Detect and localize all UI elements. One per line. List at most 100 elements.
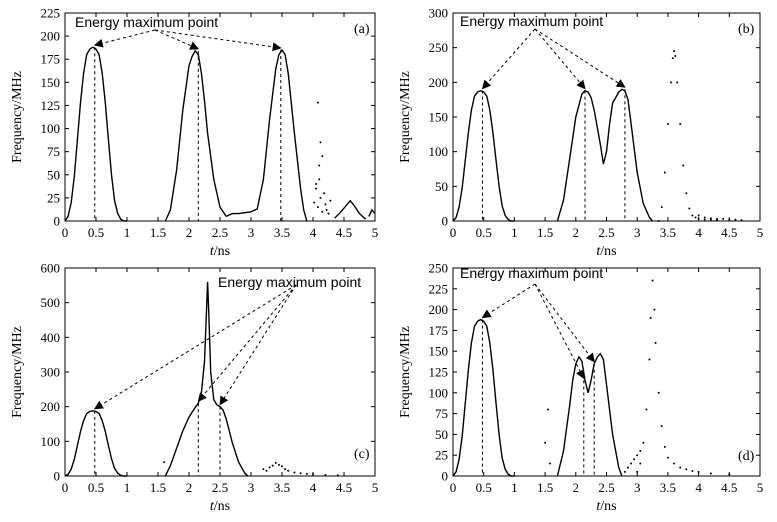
panel-label: (c): [354, 447, 370, 462]
scatter-point: [299, 472, 302, 475]
y-tick-label: 200: [41, 399, 61, 414]
x-tick-label: 1.5: [150, 480, 166, 495]
scatter-point: [636, 470, 639, 473]
y-tick-label: 600: [41, 261, 61, 276]
scatter-point: [305, 472, 308, 475]
energy-max-arrow: [534, 28, 586, 90]
x-tick-label: 2: [186, 480, 193, 495]
x-tick-label: 4.5: [721, 480, 737, 495]
y-tick-label: 25: [47, 190, 60, 205]
y-axis-label: Frequency/MHz: [10, 326, 25, 418]
y-tick-label: 100: [41, 434, 61, 449]
x-tick-label: 4: [695, 225, 702, 240]
y-tick-label: 0: [54, 469, 61, 484]
scatter-point: [636, 454, 639, 457]
y-tick-label: 125: [41, 98, 61, 113]
scatter-point: [642, 441, 645, 444]
y-tick-label: 0: [54, 214, 61, 229]
scatter-point: [728, 218, 731, 221]
scatter-point: [653, 308, 656, 311]
scatter-point: [549, 462, 552, 465]
x-tick-label: 2: [186, 225, 193, 240]
scatter-point: [663, 445, 666, 448]
series-line-pulse-1: [452, 89, 515, 222]
scatter-point: [703, 218, 706, 221]
y-tick-label: 100: [429, 385, 449, 400]
energy-max-arrow: [93, 29, 156, 48]
x-tick-label: 0: [450, 225, 457, 240]
x-tick-label: 5: [757, 480, 764, 495]
scatter-point: [639, 450, 642, 453]
y-tick-label: 250: [429, 40, 449, 55]
x-axis-label-var: t: [210, 499, 215, 514]
y-tick-label: 75: [47, 144, 60, 159]
scatter-point: [633, 458, 636, 461]
y-axis-label: Frequency/MHz: [398, 326, 413, 418]
scatter-point: [623, 470, 626, 473]
scatter-point: [669, 81, 672, 84]
scatter-point: [697, 217, 700, 220]
energy-max-arrow: [93, 284, 297, 410]
energy-max-arrow: [219, 284, 297, 406]
x-tick-label: 1: [511, 480, 518, 495]
scatter-point: [262, 468, 265, 471]
x-tick-label: 3.5: [274, 225, 290, 240]
x-tick-label: 1.5: [537, 225, 553, 240]
scatter-point: [694, 216, 697, 219]
x-tick-label: 0: [62, 225, 69, 240]
scatter-point: [666, 456, 669, 459]
x-axis-label-var: t: [596, 499, 601, 514]
x-tick-label: 4: [310, 225, 317, 240]
series-line-pulse-2: [164, 49, 227, 222]
x-axis-label: t/ns: [596, 499, 616, 514]
scatter-point: [660, 206, 663, 209]
y-tick-label: 250: [429, 261, 449, 276]
scatter-point: [316, 101, 319, 104]
x-axis-label: t/ns: [210, 244, 230, 259]
x-tick-label: 1: [124, 480, 131, 495]
x-tick-label: 2.5: [212, 225, 228, 240]
scatter-point: [657, 391, 660, 394]
x-tick-label: 2: [573, 225, 580, 240]
scatter-point: [315, 187, 318, 190]
y-tick-label: 175: [41, 52, 61, 67]
y-tick-label: 175: [429, 323, 449, 338]
series-line-pulse-2: [164, 281, 249, 477]
scatter-point: [709, 472, 712, 475]
x-tick-label: 5: [372, 480, 379, 495]
scatter-point: [728, 473, 731, 476]
y-tick-label: 200: [41, 29, 61, 44]
x-tick-label: 0: [62, 480, 69, 495]
scatter-point: [312, 473, 314, 476]
y-axis-label: Frequency/MHz: [10, 71, 25, 163]
scatter-point: [324, 473, 327, 476]
x-axis-label-unit: /ns: [600, 244, 616, 259]
energy-max-arrow: [534, 283, 595, 363]
scatter-point: [648, 358, 651, 361]
panel-a: 0 0.5 1 1.5 2 2.5 3 3.5 4 4.5 50255075100125150175…: [10, 6, 378, 260]
energy-max-annotation: Energy maximum point: [218, 274, 361, 290]
y-tick-label: 125: [429, 365, 449, 380]
panel-d: 0 0.5 1 1.5 2 2.5 3 3.5 4 4.5 50255075100125150175…: [398, 261, 763, 515]
x-tick-label: 4: [695, 480, 702, 495]
scatter-point: [163, 461, 166, 464]
scatter-point: [277, 463, 280, 466]
scatter-point: [691, 214, 694, 217]
energy-max-arrow: [481, 283, 536, 319]
scatter-point: [691, 470, 694, 473]
x-tick-label: 2.5: [598, 225, 614, 240]
scatter-point: [673, 462, 676, 465]
scatter-point: [316, 206, 319, 209]
scatter-point: [271, 464, 274, 467]
scatter-point: [323, 192, 326, 195]
scatter-point: [329, 199, 332, 202]
y-tick-label: 300: [41, 365, 61, 380]
scatter-point: [697, 470, 700, 473]
scatter-point: [663, 171, 666, 174]
scatter-point: [654, 341, 657, 344]
panel-label: (a): [354, 22, 370, 37]
x-tick-label: 2.5: [212, 480, 228, 495]
y-tick-label: 75: [435, 406, 448, 421]
scatter-point: [671, 57, 674, 60]
